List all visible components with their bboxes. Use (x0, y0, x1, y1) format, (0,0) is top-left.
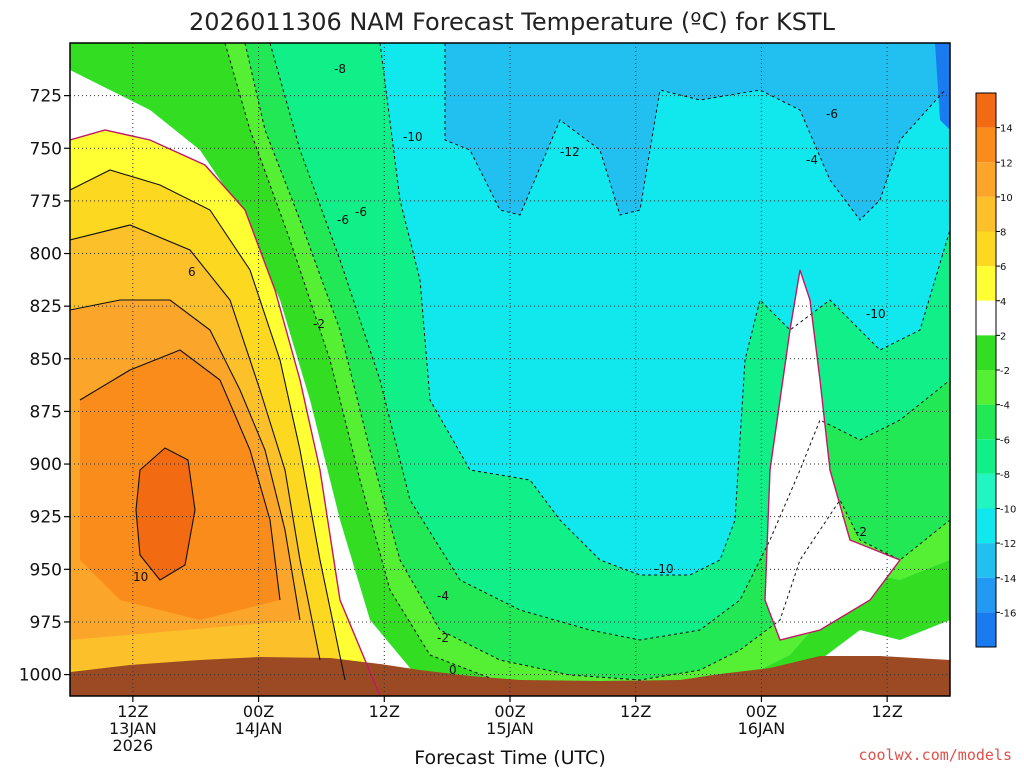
colorbar-swatch (976, 473, 996, 509)
y-tick-label: 725 (30, 87, 62, 107)
contour-label: -12 (560, 145, 580, 159)
x-tick-label: 00Z (746, 702, 777, 721)
x-tick-label: 16JAN (738, 719, 786, 738)
plot-area (70, 43, 950, 696)
colorbar-swatch (976, 196, 996, 232)
contour-label: -2 (855, 525, 867, 539)
colorbar-tick-label: -6 (1000, 435, 1010, 446)
x-tick-label: 12Z (117, 702, 148, 721)
colorbar-tick-label: 4 (1000, 297, 1006, 308)
y-tick-label: 950 (30, 560, 62, 580)
x-tick-label: 13JAN (109, 719, 157, 738)
contour-line (70, 169, 346, 681)
contour-label: -6 (337, 213, 349, 227)
y-tick-label: 925 (30, 508, 62, 528)
contour-label: -10 (866, 307, 886, 321)
y-tick-label: 750 (30, 139, 62, 159)
colorbar-tick-label: -16 (1000, 608, 1016, 619)
x-tick-label: 00Z (243, 702, 274, 721)
colorbar-tick-label: -2 (1000, 366, 1010, 377)
x-tick-label: 12Z (369, 702, 400, 721)
contour-line (79, 349, 281, 601)
field-band (136, 448, 195, 580)
colorbar-tick-label: 14 (1000, 124, 1013, 135)
contour-line (244, 43, 950, 681)
x-tick-label: 12Z (620, 702, 651, 721)
contour-label: -2 (437, 631, 449, 645)
y-tick-label: 775 (30, 192, 62, 212)
colorbar-tick-label: 12 (1000, 158, 1013, 169)
contour-line (269, 43, 950, 641)
y-tick-label: 900 (30, 455, 62, 475)
contour-line (764, 269, 902, 641)
field-band (445, 43, 945, 220)
contour-line (70, 224, 321, 661)
y-tick-label: 850 (30, 350, 62, 370)
colorbar-swatch (976, 439, 996, 474)
colorbar-swatch (976, 404, 996, 440)
contour-line (70, 299, 301, 621)
field-band (720, 270, 950, 696)
colorbar-tick-label: -10 (1000, 505, 1016, 516)
colorbar-swatch (976, 543, 996, 578)
x-tick-label: 15JAN (486, 719, 534, 738)
contour-label: 10 (133, 570, 148, 584)
colorbar-tick-label: -8 (1000, 470, 1010, 481)
x-tick-label: 2026 (112, 736, 153, 755)
colorbar-tick-label: -14 (1000, 574, 1016, 585)
colorbar-swatch (976, 612, 996, 647)
colorbar-swatch (976, 335, 996, 370)
field-band (70, 43, 950, 696)
x-tick-label: 00Z (494, 702, 525, 721)
x-tick-label: 12Z (871, 702, 902, 721)
colorbar-tick-label: 2 (1000, 331, 1006, 342)
colorbar-swatch (976, 127, 996, 163)
contour-line (444, 43, 946, 221)
colorbar-swatch (976, 370, 996, 405)
credit-text: coolwx.com/models (858, 746, 1012, 764)
contour-label: -4 (437, 589, 449, 603)
colorbar-swatch (976, 93, 996, 128)
contour-label: -10 (654, 562, 674, 576)
contour-line (379, 43, 950, 576)
contour-label: -4 (806, 153, 818, 167)
contour-line (224, 43, 491, 679)
colorbar-tick-label: -4 (1000, 401, 1010, 412)
colorbar: 14 12 10 8 6 4 2 -2 -4 -6 -8 -10 -12 -14 -16 (975, 92, 1016, 648)
contour-label: -2 (313, 317, 325, 331)
contour-label: -10 (403, 130, 423, 144)
colorbar-swatch (976, 508, 996, 544)
chart-title: 2026011306 NAM Forecast Temperature (ºC)… (189, 8, 836, 36)
colorbar-tick-label: 6 (1000, 262, 1006, 273)
colorbar-swatch (976, 577, 996, 613)
colorbar-swatch (976, 162, 996, 197)
y-tick-label: 975 (30, 613, 62, 633)
x-tick-label: 14JAN (235, 719, 283, 738)
y-tick-label: 800 (30, 245, 62, 265)
contour-label: 6 (188, 265, 196, 279)
ground (70, 656, 950, 696)
y-tick-label: 875 (30, 402, 62, 422)
contour-label: -6 (355, 205, 367, 219)
y-tick-label: 825 (30, 297, 62, 317)
field-band (245, 43, 950, 680)
y-tick-label: 1000 (19, 666, 62, 686)
colorbar-tick-label: -12 (1000, 539, 1016, 550)
field-band (935, 43, 950, 130)
contour-line (135, 447, 196, 581)
contour-label: -6 (826, 107, 838, 121)
colorbar-swatch (976, 266, 996, 301)
contour-label: 0 (449, 663, 457, 677)
colorbar-swatch (976, 231, 996, 267)
colorbar-tick-label: 10 (1000, 193, 1013, 204)
x-axis-label: Forecast Time (UTC) (414, 747, 605, 768)
contour-label: -8 (334, 62, 346, 76)
colorbar-tick-label: 8 (1000, 228, 1006, 239)
contour-line (70, 129, 381, 696)
colorbar-swatch (976, 300, 996, 336)
